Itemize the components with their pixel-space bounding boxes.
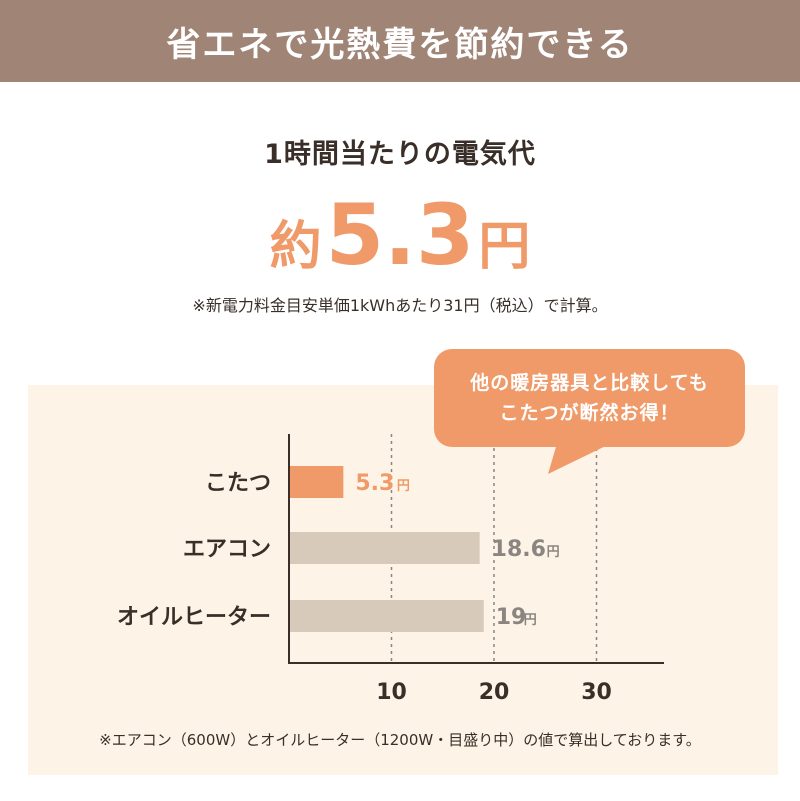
callout-bubble: 他の暖房器具と比較しても こたつが断然お得！: [434, 349, 745, 447]
price-unit: 円: [478, 217, 531, 277]
price-value: 5.3: [325, 186, 475, 284]
x-tick-label: 30: [581, 680, 612, 705]
header-title: 省エネで光熱費を節約できる: [166, 24, 634, 65]
value-unit: 円: [524, 613, 537, 628]
category-label: こたつ: [205, 471, 271, 496]
calc-note: ※新電力料金目安単価1kWhあたり31円（税込）で計算。: [192, 296, 608, 315]
callout-line-1: 他の暖房器具と比較しても: [470, 372, 709, 394]
value-unit: 円: [547, 545, 560, 560]
x-tick-label: 20: [479, 680, 510, 705]
callout-tail: [548, 440, 618, 474]
chart-panel: [28, 385, 778, 775]
value-label: 5.3: [355, 471, 394, 496]
callout-line-2: こたつが断然お得！: [499, 402, 680, 424]
value-label: 19: [496, 605, 527, 630]
bar-1: [290, 532, 480, 564]
footnote: ※エアコン（600W）とオイルヒーター（1200W・目盛り中）の値で算出しており…: [99, 731, 701, 749]
price-prefix: 約: [269, 217, 322, 277]
bar-0: [290, 466, 344, 498]
value-label: 18.6: [492, 537, 546, 562]
x-tick-label: 10: [376, 680, 407, 705]
price-display: 約 5.3 円: [0, 186, 800, 284]
cost-subtitle: 1時間当たりの電気代: [264, 139, 536, 170]
bar-2: [290, 600, 484, 632]
value-unit: 円: [397, 479, 410, 494]
page-header: 省エネで光熱費を節約できる: [0, 0, 800, 82]
category-label: オイルヒーター: [117, 605, 271, 630]
category-label: エアコン: [183, 537, 271, 562]
